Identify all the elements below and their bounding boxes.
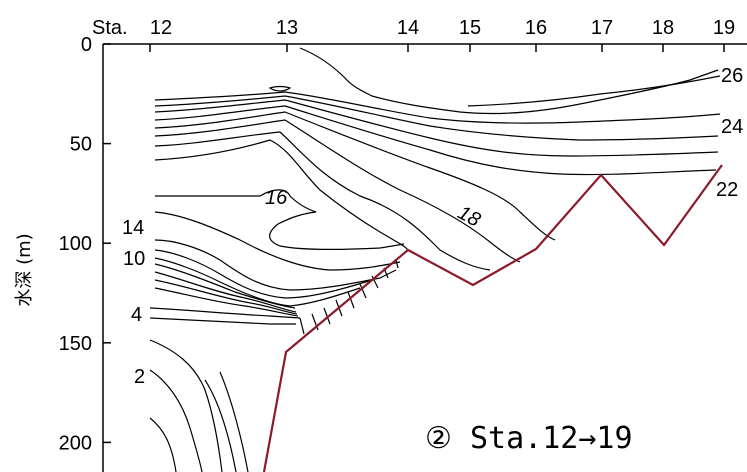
station-tick-label: 13 [276,17,298,39]
isotherm-line [204,379,237,472]
isotherm-line [149,339,223,472]
isotherm-line [154,139,409,251]
contour-label-24: 24 [721,116,743,138]
isotherm-line [359,283,367,299]
isotherm-line [154,105,717,176]
isotherm-line [154,263,296,309]
contour-label-16: 16 [265,187,288,209]
isotherm-line [299,317,305,335]
y-ticks: 0 50 100 150 200 [59,34,111,454]
isotherm-line [149,369,203,472]
y-tick-label: 150 [59,333,92,355]
y-tick-label: 0 [81,34,92,56]
isotherm-line [154,239,397,291]
isotherm-line [347,291,355,309]
isotherm-line [154,95,719,141]
isotherm-line [154,271,297,313]
station-tick-label: 16 [525,17,547,39]
isotherm-line [154,257,361,307]
isotherm-line [154,99,719,157]
station-tick-label: 15 [459,17,481,39]
contour-label-18: 18 [454,202,484,232]
isotherm-line [299,47,719,115]
contour-label-4: 4 [131,304,142,326]
isotherm-line [268,85,292,92]
y-tick-label: 50 [70,134,92,156]
isotherm-line [219,371,249,472]
contour-labels: 26 24 22 18 16 14 10 4 2 [122,65,743,388]
contour-label-22: 22 [716,179,738,201]
station-tick-label: 18 [652,17,674,39]
x-ticks: 12 13 14 15 16 17 18 19 [149,17,735,52]
station-tick-label: 19 [713,17,735,39]
station-tick-label: 12 [150,17,172,39]
contour-label-10: 10 [123,248,145,270]
station-tick-label: 17 [591,17,613,39]
isotherm-lines [149,47,721,472]
section-annotation: ② Sta.12→19 [425,421,633,456]
isotherm-line [155,189,405,250]
isotherm-line [467,75,721,107]
y-axis-title: 水深 (m) [14,233,35,306]
isotherm-line [154,91,721,124]
station-tick-label: 14 [397,17,419,39]
isotherm-line [323,307,331,325]
isotherm-line [149,307,301,319]
isotherm-line [154,287,299,317]
isotherm-line [154,111,556,241]
isotherm-line [154,211,401,271]
contour-label-2: 2 [134,366,145,388]
isotherm-line [154,249,373,299]
contour-label-26: 26 [721,65,743,87]
isotherm-line [154,279,298,315]
isotherm-line [154,119,521,263]
station-prefix-label: Sta. [92,17,128,39]
isotherm-line [149,317,296,325]
isotherm-line [149,417,177,472]
seafloor-profile-line [262,164,723,472]
isotherm-line [395,259,399,269]
contour-label-14: 14 [122,217,144,239]
y-tick-label: 200 [59,432,92,454]
isotherm-line [154,131,491,271]
y-tick-label: 100 [59,233,92,255]
